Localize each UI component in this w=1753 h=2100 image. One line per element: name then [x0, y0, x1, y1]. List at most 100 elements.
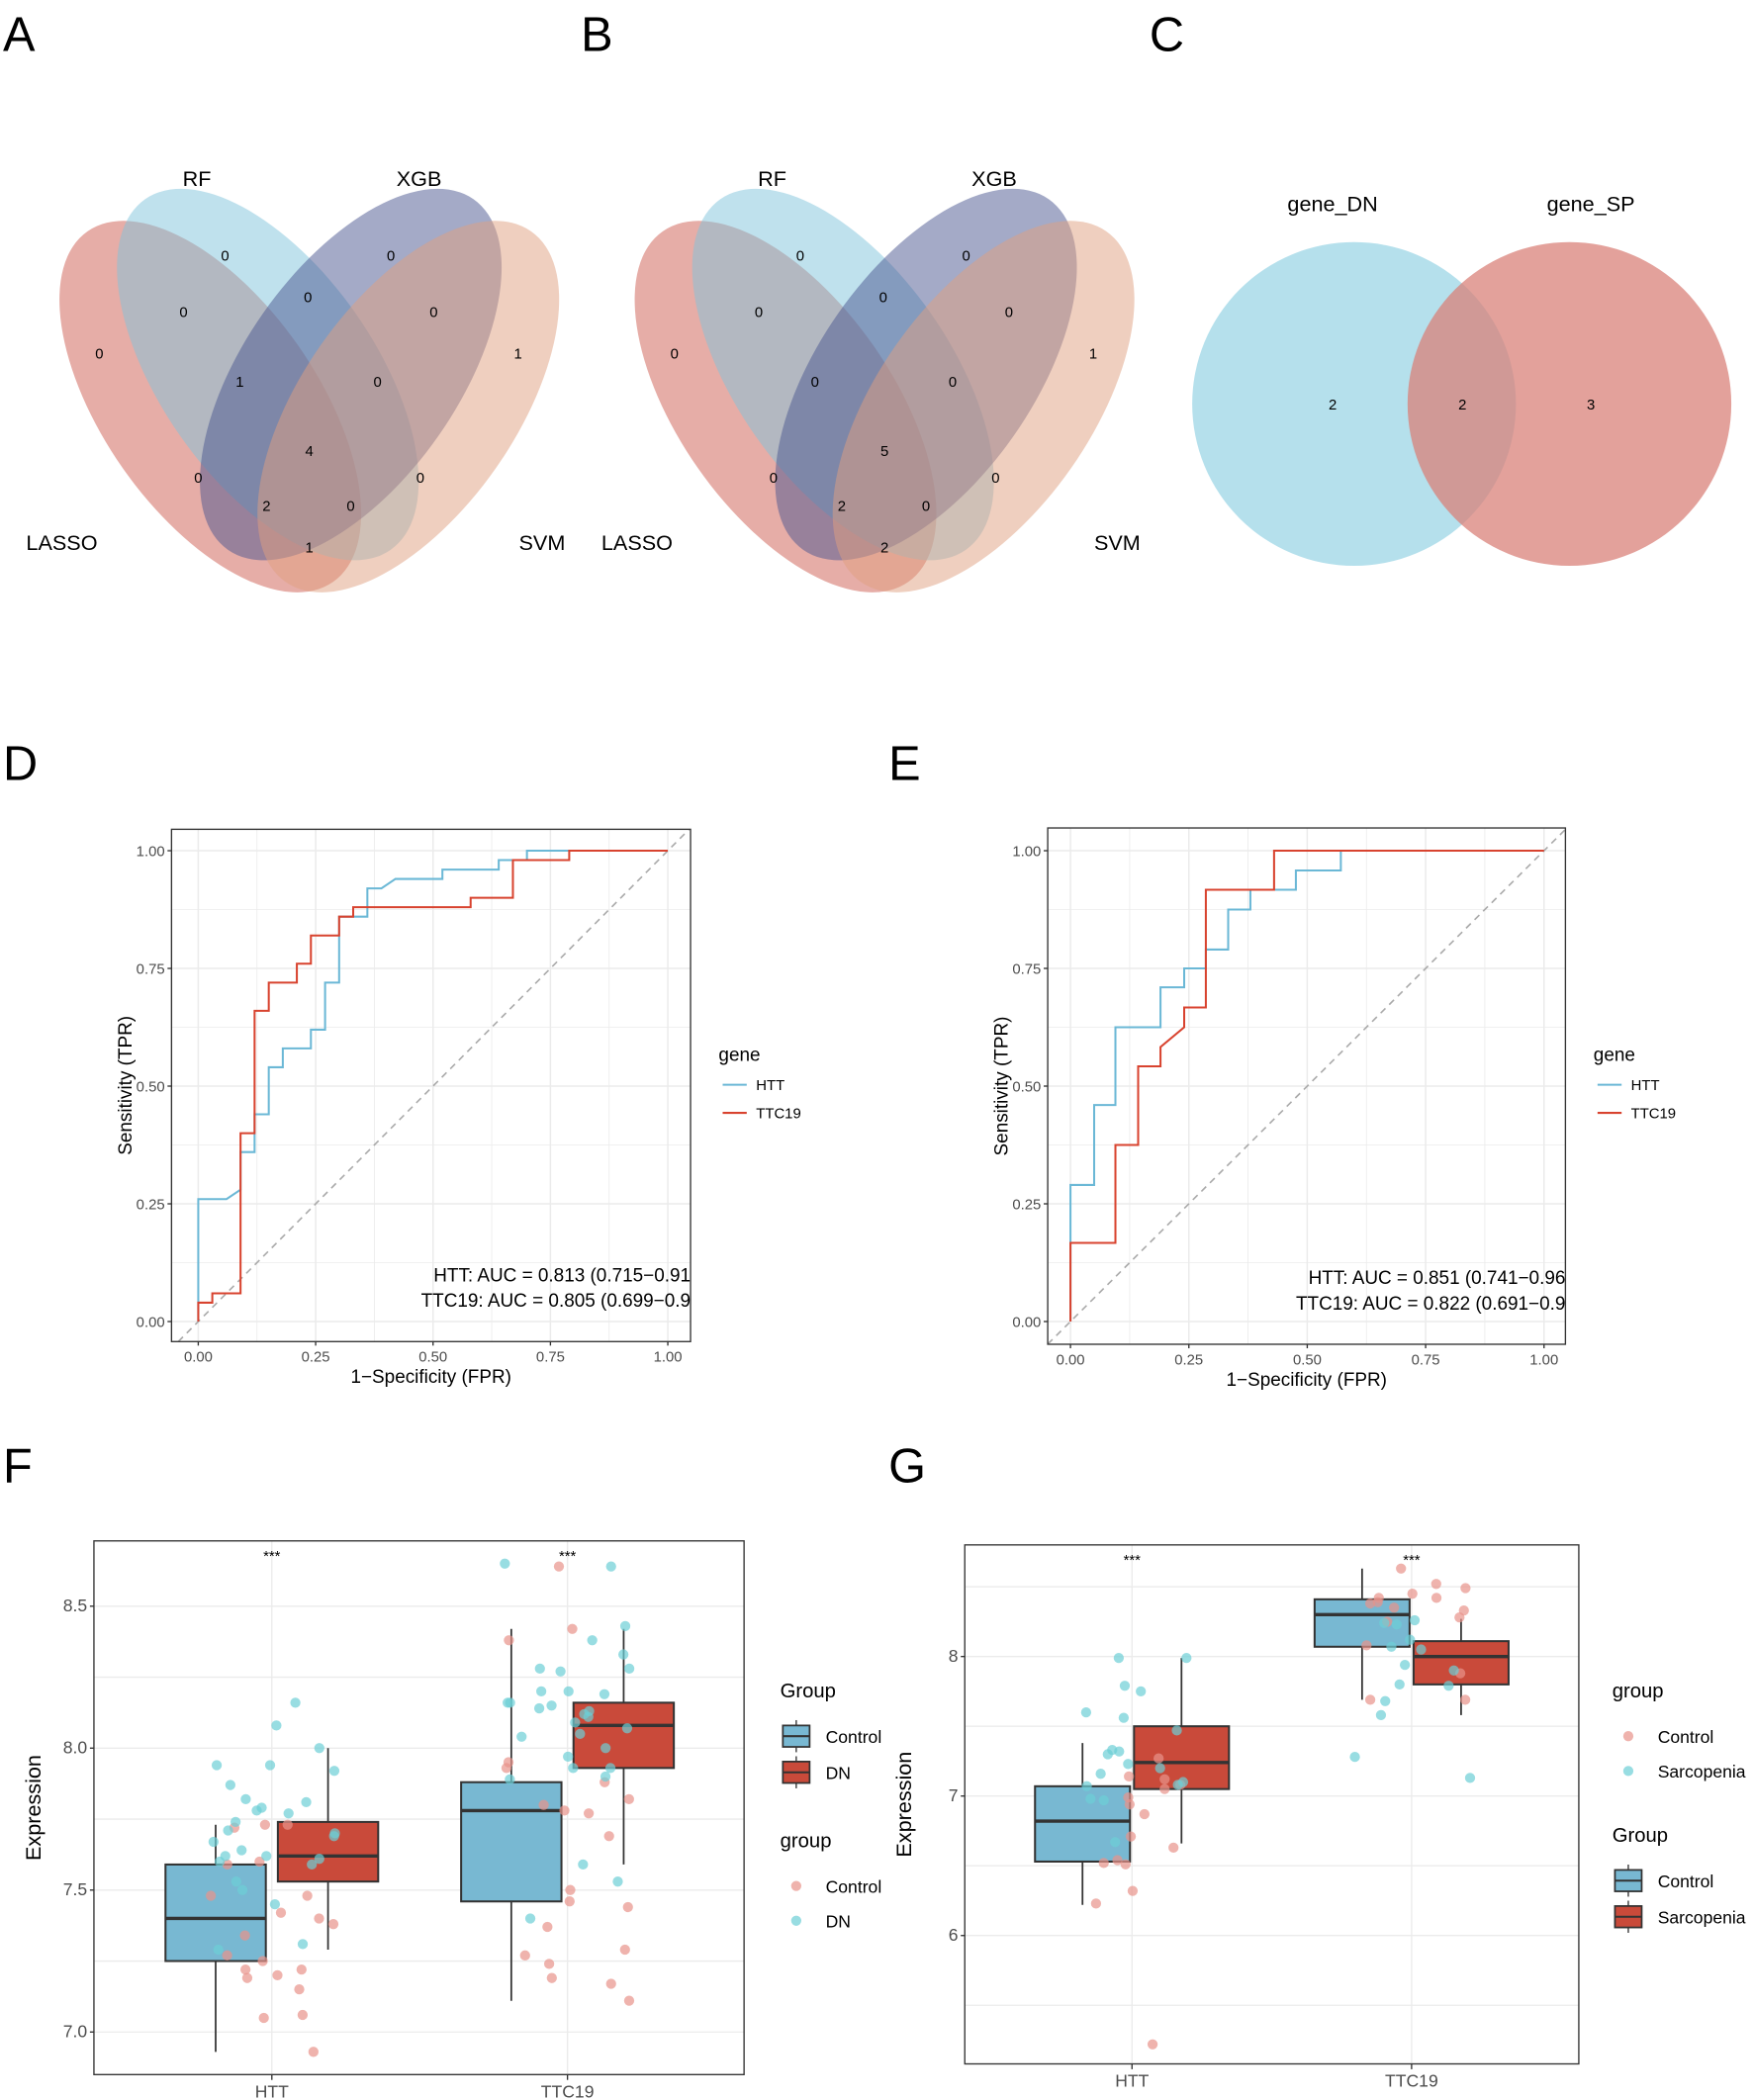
data-point-dn — [575, 1728, 586, 1740]
data-point-dn — [301, 1796, 312, 1807]
x-tick-label: 0.75 — [1412, 1352, 1440, 1368]
data-point-sarcopenia — [1102, 1749, 1113, 1760]
y-tick-label: 8.0 — [63, 1738, 88, 1758]
data-point-dn — [604, 1763, 616, 1774]
y-tick-label: 0.25 — [137, 1197, 165, 1213]
y-tick-label: 0.25 — [1012, 1197, 1041, 1213]
data-point-control — [327, 1919, 339, 1930]
data-point-sarcopenia — [1349, 1752, 1360, 1763]
data-point-sarcopenia — [1394, 1679, 1405, 1690]
y-tick-label: 8 — [949, 1646, 959, 1666]
data-point-dn — [546, 1700, 557, 1711]
data-point-control — [258, 2012, 269, 2024]
venn-region-count: 0 — [429, 305, 437, 320]
venn-region-count: 1 — [513, 346, 521, 362]
data-point-control — [314, 1913, 324, 1924]
data-point-control — [1407, 1589, 1418, 1599]
panel-label-G: G — [888, 1439, 926, 1493]
data-point-dn — [213, 1944, 224, 1956]
venn-set-label: LASSO — [26, 530, 97, 555]
venn-region-count: 0 — [95, 346, 103, 362]
x-tick-label: 0.75 — [536, 1350, 565, 1366]
legend-title: Group — [1613, 1825, 1668, 1847]
roc-chart-D: 0.00 0.25 0.50 0.75 1.00 0.00 0.25 0.50 0.75 1.00… — [116, 828, 801, 1388]
data-point-control — [1372, 1597, 1383, 1607]
box-control-htt — [1034, 1784, 1132, 1863]
data-point-control — [1430, 1579, 1441, 1590]
data-point-control — [1389, 1602, 1400, 1613]
venn-region-count: 0 — [811, 375, 819, 391]
data-point-dn — [563, 1751, 574, 1763]
data-point-control — [297, 2009, 309, 2021]
y-tick-label: 7 — [949, 1785, 959, 1805]
venn-region-count: 5 — [880, 444, 888, 460]
data-point-control — [1454, 1611, 1465, 1623]
data-point-dn — [271, 1720, 282, 1731]
venn-region-count: 3 — [1587, 398, 1595, 413]
data-point-sarcopenia — [1110, 1837, 1121, 1848]
legend-title: group — [781, 1830, 832, 1852]
venn-region-count: 0 — [755, 305, 763, 320]
data-point-dn — [500, 1558, 510, 1569]
data-point-control — [1153, 1753, 1164, 1764]
venn-set-gene-sp — [1407, 241, 1732, 566]
legend-label: Control — [1658, 1872, 1714, 1891]
x-tick-label: TTC19 — [541, 2081, 595, 2100]
legend-label: Sarcopenia — [1658, 1908, 1746, 1928]
data-point-dn — [283, 1808, 294, 1819]
data-point-control — [240, 1964, 251, 1975]
reference-diagonal — [177, 828, 691, 1342]
y-axis-label: Sensitivity (TPR) — [992, 1017, 1013, 1156]
data-point-dn — [223, 1825, 233, 1836]
panel-label-E: E — [888, 737, 920, 790]
x-tick-label: 1.00 — [654, 1350, 683, 1366]
venn-region-count: 0 — [373, 375, 381, 391]
venn-region-count: 0 — [387, 249, 395, 265]
y-tick-label: 0.50 — [1012, 1079, 1041, 1095]
venn-region-count: 2 — [1458, 398, 1466, 413]
legend-label: HTT — [756, 1078, 784, 1094]
data-point-control — [272, 1969, 283, 1980]
x-tick-label: 0.00 — [184, 1350, 213, 1366]
data-point-dn — [261, 1851, 272, 1862]
data-point-dn — [505, 1697, 515, 1708]
data-point-sarcopenia — [1095, 1769, 1106, 1780]
data-point-control — [1459, 1694, 1471, 1705]
data-point-control — [546, 1972, 557, 1983]
data-point-dn — [524, 1913, 536, 1924]
venn-set-label: SVM — [1094, 530, 1141, 555]
data-point-sarcopenia — [1154, 1763, 1165, 1774]
data-point-control — [1127, 1885, 1139, 1896]
legend-title: gene — [718, 1045, 760, 1065]
data-point-dn — [533, 1702, 545, 1714]
x-tick-label: 1.00 — [1529, 1352, 1558, 1368]
data-point-dn — [236, 1845, 247, 1856]
y-tick-label: 0.50 — [137, 1079, 165, 1095]
plot-border — [93, 1540, 745, 2075]
data-point-dn — [621, 1723, 633, 1734]
data-point-control — [294, 1984, 305, 1995]
data-point-control — [1125, 1831, 1137, 1842]
data-point-dn — [578, 1859, 589, 1871]
data-point-dn — [623, 1663, 635, 1675]
x-tick-label: HTT — [255, 2081, 289, 2100]
venn-set-svm — [257, 221, 560, 593]
data-point-dn — [307, 1859, 318, 1871]
data-point-control — [1124, 1771, 1135, 1782]
data-point-control — [538, 1799, 549, 1810]
data-point-dn — [211, 1760, 223, 1771]
venn-region-count: 2 — [1329, 398, 1337, 413]
data-point-control — [605, 1978, 616, 1989]
data-point-control — [1098, 1858, 1109, 1869]
x-axis-label: 1−Specificity (FPR) — [350, 1367, 510, 1388]
venn-region-count: 0 — [962, 249, 969, 265]
data-point-control — [254, 1856, 265, 1868]
legend-label: Control — [826, 1727, 882, 1747]
data-point-control — [603, 1831, 614, 1842]
data-point-sarcopenia — [1448, 1665, 1459, 1676]
data-point-dn — [516, 1731, 527, 1742]
panel-label-A: A — [3, 8, 36, 61]
reference-diagonal — [1047, 828, 1566, 1345]
data-point-sarcopenia — [1399, 1659, 1411, 1671]
